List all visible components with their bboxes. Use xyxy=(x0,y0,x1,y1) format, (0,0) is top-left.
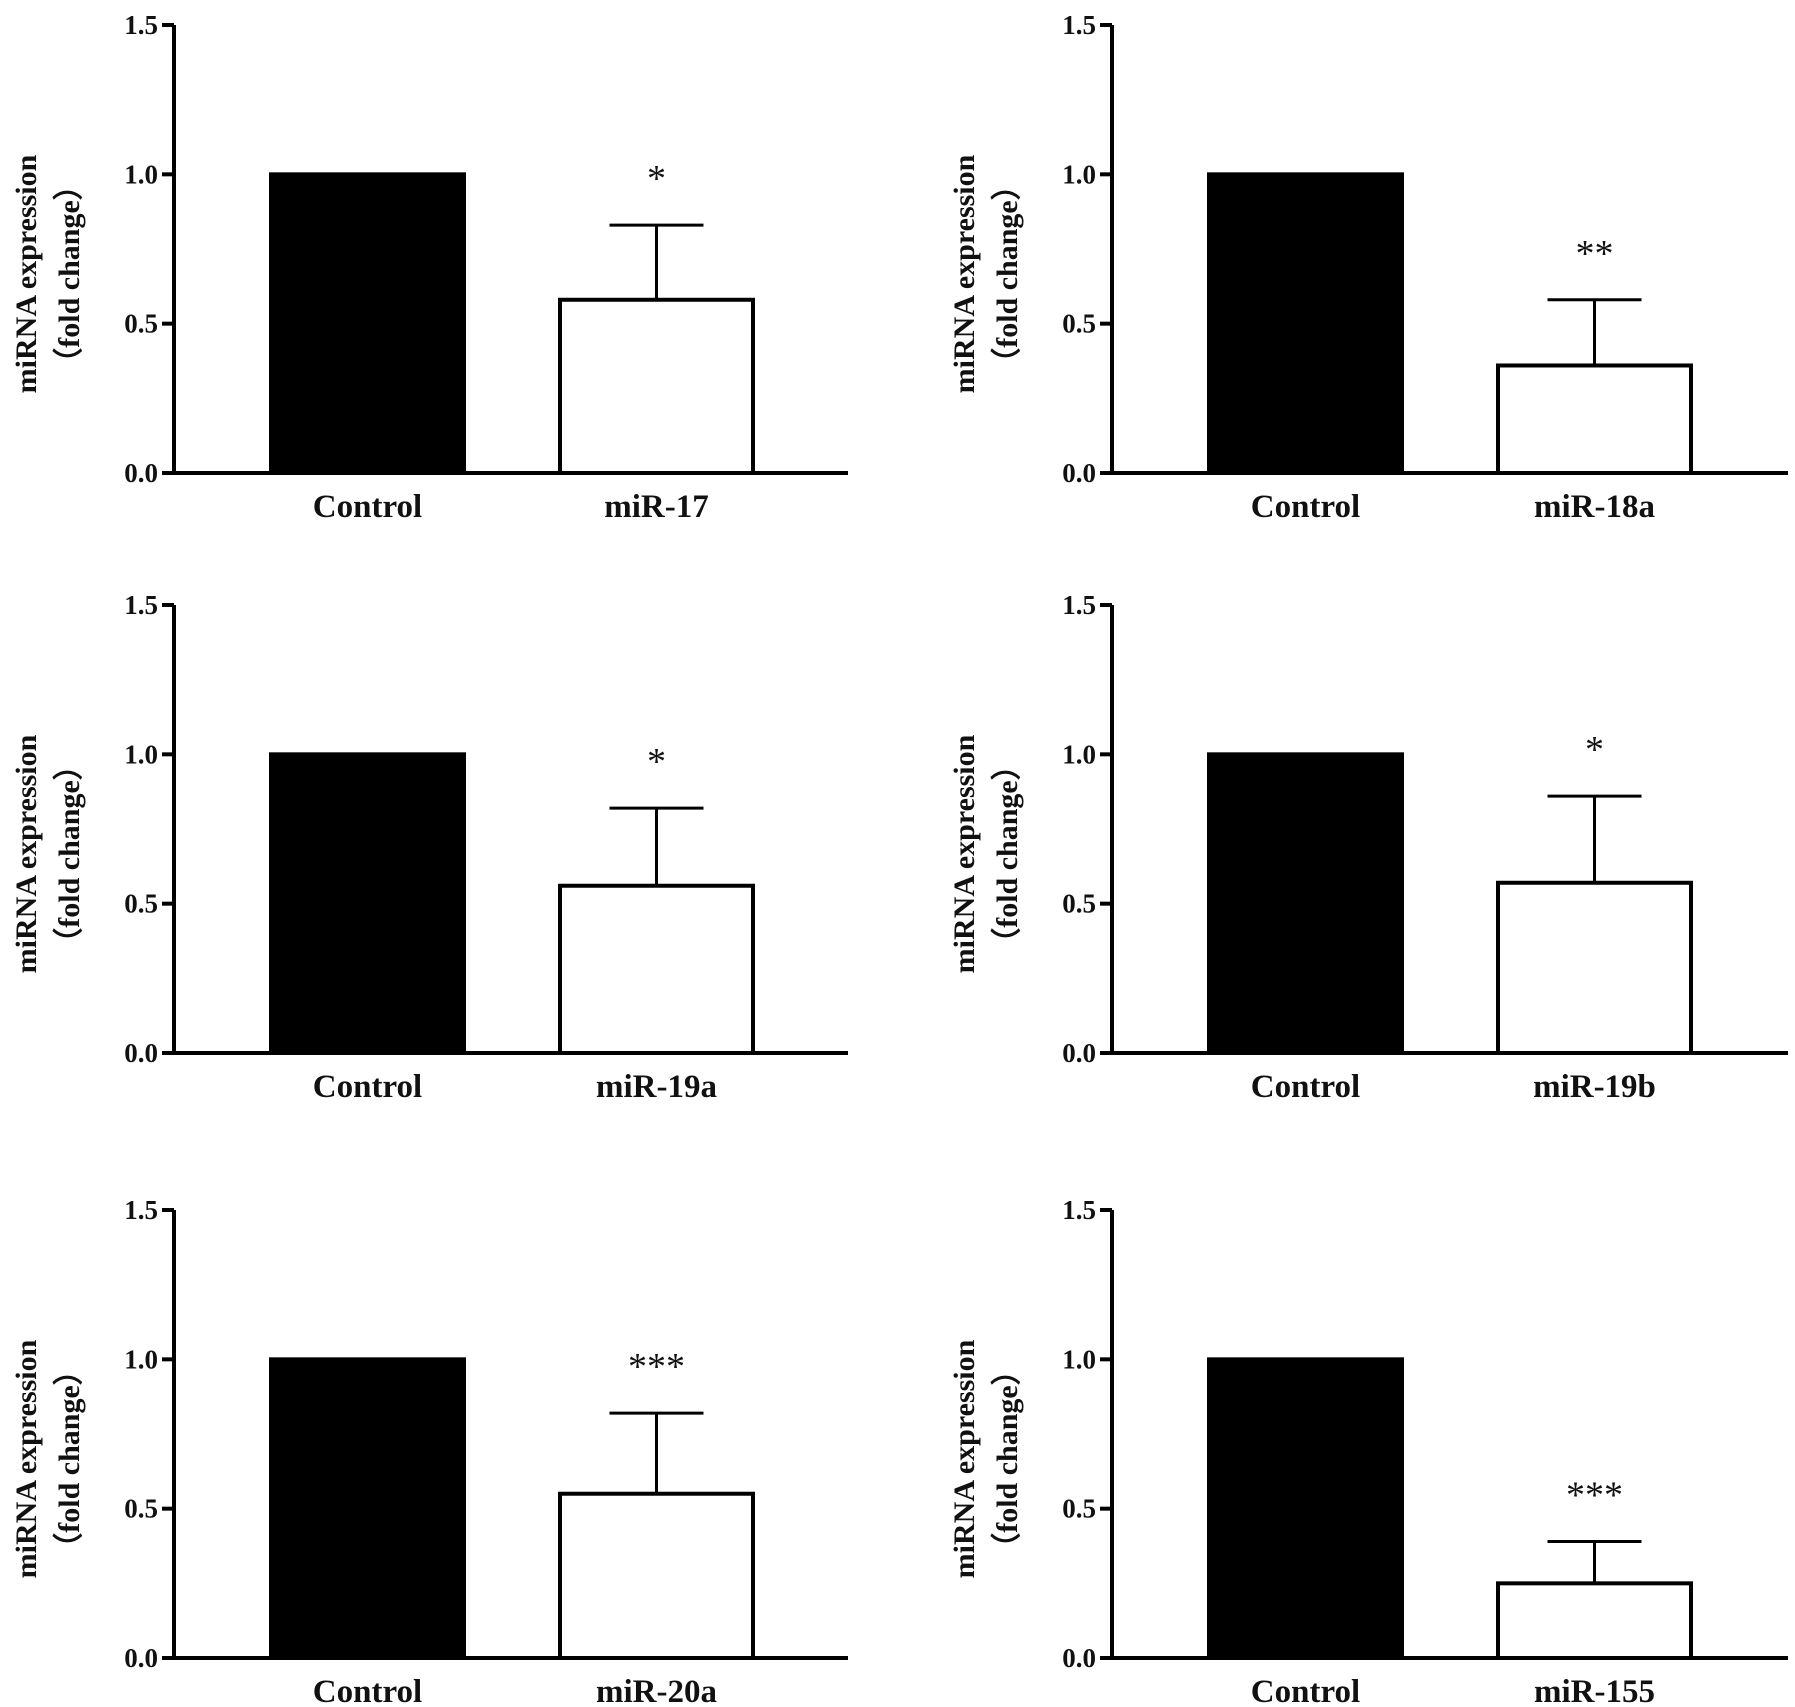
bar-mir-20a xyxy=(558,1491,755,1660)
chart-panel-3: 0.0 0.5 1.0 1.5 miRNA expression （fold change… xyxy=(10,590,848,1105)
category-label: miR-19a xyxy=(596,1069,717,1105)
y-tick-label: 0.5 xyxy=(124,889,158,919)
chart-panel-1: 0.0 0.5 1.0 1.5 miRNA expression （fold change… xyxy=(10,10,848,525)
bar-control xyxy=(1207,172,1404,475)
category-label: miR-19b xyxy=(1533,1069,1656,1105)
y-tick-label: 0.5 xyxy=(124,1494,158,1524)
category-label: miR-20a xyxy=(596,1674,717,1707)
chart-panel-4: 0.0 0.5 1.0 1.5 miRNA expression （fold change… xyxy=(948,590,1788,1105)
y-tick-label: 0.5 xyxy=(1062,309,1096,339)
chart-panel-2: 0.0 0.5 1.0 1.5 miRNA expression （fold change… xyxy=(948,10,1788,525)
y-tick-label: 1.0 xyxy=(124,1344,158,1374)
significance-label: * xyxy=(647,158,666,200)
category-label: miR-18a xyxy=(1534,489,1655,525)
y-tick-label: 0.0 xyxy=(124,458,158,488)
category-label: Control xyxy=(313,489,422,525)
bar-control xyxy=(269,172,466,475)
y-tick-label: 1.0 xyxy=(1062,159,1096,189)
y-tick-label: 0.0 xyxy=(124,1038,158,1068)
bar-control xyxy=(269,1357,466,1661)
chart-panel-5: 0.0 0.5 1.0 1.5 miRNA expression （fold change… xyxy=(10,1195,848,1707)
y-axis-label: miRNA expression xyxy=(10,1339,43,1578)
y-tick-label: 1.5 xyxy=(1062,10,1096,40)
y-axis-label: miRNA expression xyxy=(10,154,43,393)
y-tick-label: 1.5 xyxy=(124,1195,158,1225)
significance-label: ** xyxy=(1576,233,1614,275)
y-tick-label: 1.5 xyxy=(124,590,158,620)
y-tick-label: 1.0 xyxy=(124,159,158,189)
bar-mir-18a xyxy=(1496,363,1693,476)
chart-panel-6: 0.0 0.5 1.0 1.5 miRNA expression （fold change… xyxy=(948,1195,1788,1707)
category-label: miR-17 xyxy=(604,489,708,525)
y-tick-label: 1.5 xyxy=(124,10,158,40)
y-axis-label-unit: （fold change） xyxy=(990,170,1024,378)
y-tick-label: 1.0 xyxy=(124,739,158,769)
significance-label: *** xyxy=(1566,1475,1623,1517)
bar-mir-155 xyxy=(1496,1581,1693,1661)
significance-label: * xyxy=(647,741,666,783)
category-label: Control xyxy=(1251,489,1360,525)
y-tick-label: 0.5 xyxy=(124,309,158,339)
y-axis-label-unit: （fold change） xyxy=(52,750,86,958)
y-axis-label: miRNA expression xyxy=(10,734,43,973)
significance-label: * xyxy=(1585,729,1604,771)
category-label: Control xyxy=(313,1069,422,1105)
y-axis-label-unit: （fold change） xyxy=(990,750,1024,958)
bar-mir-19a xyxy=(558,883,755,1055)
y-axis-label: miRNA expression xyxy=(948,154,981,393)
bar-mir-19b xyxy=(1496,880,1693,1056)
category-label: Control xyxy=(1251,1674,1360,1707)
y-tick-label: 1.5 xyxy=(1062,1195,1096,1225)
category-label: miR-155 xyxy=(1534,1674,1655,1707)
y-tick-label: 0.0 xyxy=(1062,458,1096,488)
category-label: Control xyxy=(1251,1069,1360,1105)
significance-label: *** xyxy=(628,1346,685,1388)
y-tick-label: 0.5 xyxy=(1062,889,1096,919)
y-axis-label-unit: （fold change） xyxy=(52,170,86,378)
y-axis-label-unit: （fold change） xyxy=(990,1355,1024,1563)
y-tick-label: 0.0 xyxy=(1062,1038,1096,1068)
bar-control xyxy=(1207,752,1404,1055)
bar-control xyxy=(269,752,466,1055)
y-axis-label-unit: （fold change） xyxy=(52,1355,86,1563)
y-tick-label: 0.0 xyxy=(1062,1643,1096,1673)
y-tick-label: 0.5 xyxy=(1062,1494,1096,1524)
y-tick-label: 0.0 xyxy=(124,1643,158,1673)
y-tick-label: 1.0 xyxy=(1062,1344,1096,1374)
y-tick-label: 1.5 xyxy=(1062,590,1096,620)
bar-mir-17 xyxy=(558,297,755,476)
y-axis-label: miRNA expression xyxy=(948,1339,981,1578)
category-label: Control xyxy=(313,1674,422,1707)
y-axis-label: miRNA expression xyxy=(948,734,981,973)
y-tick-label: 1.0 xyxy=(1062,739,1096,769)
bar-control xyxy=(1207,1357,1404,1661)
